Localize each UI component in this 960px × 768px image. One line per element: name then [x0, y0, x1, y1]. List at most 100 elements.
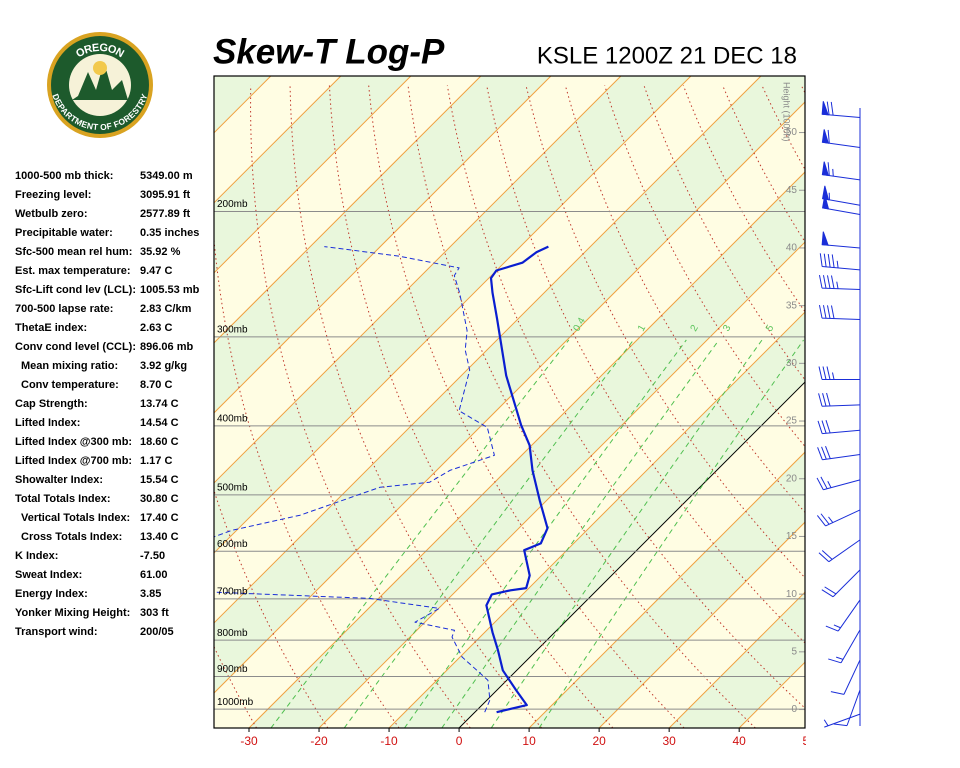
index-label: Conv temperature:	[21, 379, 119, 391]
index-label: Lifted Index @700 mb:	[15, 455, 132, 467]
barb-full	[818, 274, 823, 289]
isotherm	[388, 311, 805, 728]
dry-adiabat	[250, 85, 471, 728]
wind-barb	[821, 185, 861, 206]
barb-full	[818, 304, 823, 319]
mixing-ratio-line	[270, 339, 570, 728]
index-label: Wetbulb zero:	[15, 208, 88, 220]
barb-half	[832, 372, 835, 380]
wind-barb	[821, 101, 861, 119]
logo-sun	[93, 61, 107, 75]
x-tick-label: -10	[380, 734, 398, 748]
barb-shaft	[822, 429, 861, 435]
mixing-ratio-line	[538, 339, 804, 728]
height-tick-label: 30	[786, 358, 798, 369]
height-tick-label: 50	[786, 127, 798, 138]
dewpoint-trace	[214, 246, 495, 713]
isotherm	[214, 76, 762, 624]
pressure-label: 1000mb	[217, 697, 254, 708]
x-tick-label: 20	[592, 734, 606, 748]
pressure-label: 200mb	[217, 199, 248, 210]
logo-top: OREGON	[74, 42, 126, 61]
barb-flag	[821, 231, 829, 246]
wind-barb	[816, 476, 861, 491]
index-label: Transport wind:	[15, 626, 98, 638]
dry-adiabat	[407, 85, 756, 728]
x-tick-label: 10	[522, 734, 536, 748]
barb-full	[827, 253, 831, 268]
isotherm	[214, 76, 552, 414]
barb-flag	[821, 194, 830, 210]
barb-full	[817, 447, 823, 460]
x-axis: -30 -20 -10 0 10 20 30 40 50	[240, 728, 817, 748]
pressure-label: 700mb	[217, 586, 248, 597]
isotherm	[214, 76, 482, 344]
wind-barb	[821, 231, 861, 249]
index-label: Lifted Index:	[15, 417, 80, 429]
isotherm	[318, 241, 805, 728]
indices: 1000-500 mb thick: 5349.00 m Freezing leve…	[15, 170, 200, 638]
wind-barb	[818, 539, 861, 563]
barb-full	[821, 550, 833, 560]
isotherm	[214, 101, 805, 694]
barb-full	[830, 305, 835, 319]
wind-barb	[816, 509, 861, 527]
isotherm	[668, 591, 805, 728]
dry-adiabat	[368, 85, 685, 728]
index-value: 2.83 C/km	[140, 303, 192, 315]
barb-shaft	[823, 479, 861, 491]
isotherm	[248, 171, 805, 728]
barb-full	[818, 393, 823, 407]
barb-full	[826, 392, 831, 407]
mixing-ratio-line	[441, 339, 720, 728]
isotherm	[458, 381, 805, 728]
barb-full	[821, 446, 827, 460]
x-tick-label: 50	[803, 734, 817, 748]
index-value: 3.85	[140, 588, 161, 600]
index-value: 30.80 C	[140, 493, 179, 505]
barb-full	[830, 101, 834, 116]
pressure-label: 500mb	[217, 482, 248, 493]
wind-barb	[818, 304, 861, 320]
barb-full	[816, 477, 824, 490]
isotherm	[528, 451, 805, 728]
index-label: Sweat Index:	[15, 569, 82, 581]
index-value: 18.60 C	[140, 436, 179, 448]
index-label: Showalter Index:	[15, 474, 103, 486]
index-label: Mean mixing ratio:	[21, 360, 118, 372]
index-label: Est. max temperature:	[15, 265, 131, 277]
index-value: 2.63 C	[140, 322, 172, 334]
index-value: 3.92 g/kg	[140, 360, 187, 372]
pressure-label: 400mb	[217, 413, 248, 424]
barb-full	[825, 420, 831, 434]
x-tick-label: -20	[310, 734, 328, 748]
barb-shaft	[832, 569, 861, 598]
barb-shaft	[822, 317, 861, 320]
height-tick-label: 0	[791, 704, 797, 715]
barb-half	[836, 656, 844, 660]
barb-half	[833, 624, 841, 629]
index-value: 200/05	[140, 626, 174, 638]
barb-full	[823, 253, 827, 267]
index-label: Cross Totals Index:	[21, 531, 122, 543]
height-tick-label: 25	[786, 416, 798, 427]
barb-full	[826, 101, 830, 115]
barb-full	[818, 552, 830, 563]
barb-full	[824, 586, 837, 595]
barb-shaft	[822, 404, 861, 407]
barb-flag	[821, 129, 830, 144]
mixing-ratio-label: 1	[636, 323, 649, 334]
dry-adiabat	[919, 85, 960, 728]
index-value: 3095.91 ft	[140, 189, 190, 201]
barb-full	[826, 275, 831, 289]
plot: 0.4 1 2 3 5 8200mb300mb400mb500mb600mb700mb80…	[213, 75, 960, 748]
barb-full	[821, 420, 827, 434]
plot-frame	[213, 75, 806, 729]
wind-barb	[818, 366, 860, 380]
barb-flag	[821, 161, 830, 177]
wind-barb	[821, 194, 861, 215]
index-label: Energy Index:	[15, 588, 88, 600]
title: Skew-T Log-P	[213, 32, 445, 71]
barb-shaft	[824, 713, 861, 728]
temperature-trace	[485, 245, 549, 714]
